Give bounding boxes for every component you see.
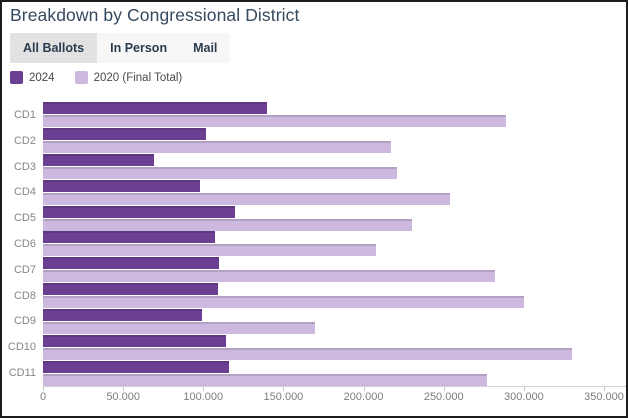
tab-all-ballots[interactable]: All Ballots — [10, 33, 98, 63]
bar-2024-cd5[interactable] — [43, 205, 236, 218]
bar-2020-final-total-cd7[interactable] — [43, 270, 495, 283]
category-label-cd4: CD4 — [13, 186, 36, 199]
legend-swatch-icon — [10, 71, 23, 84]
chart-row-cd3 — [43, 154, 604, 180]
legend-label: 2020 (Final Total) — [93, 71, 183, 84]
bar-2020-final-total-cd2[interactable] — [43, 141, 391, 154]
page-title: Breakdown by Congressional District — [10, 5, 300, 25]
bar-rows — [43, 102, 604, 386]
chart-row-cd7 — [43, 257, 604, 283]
category-label-cd10: CD10 — [7, 341, 36, 354]
x-axis-tick — [203, 387, 205, 391]
x-axis-tick-label: 150.000 — [263, 391, 304, 403]
chart-row-cd9 — [43, 308, 604, 335]
x-axis-tick-label: 0 — [39, 391, 47, 403]
x-axis-tick-label: 200.000 — [343, 391, 384, 403]
chart-row-cd2 — [43, 128, 604, 154]
legend-item-2020-final-total[interactable]: 2020 (Final Total) — [74, 71, 183, 84]
x-axis-tick-label: 250.000 — [423, 391, 464, 403]
category-label-cd7: CD7 — [13, 263, 36, 276]
x-axis-tick-label: 300.000 — [503, 391, 544, 403]
bar-2024-cd3[interactable] — [43, 154, 154, 167]
chart-row-cd1 — [43, 102, 604, 128]
category-axis: CD1 CD2 CD3 CD4 CD5 CD6 CD7 CD8 CD9 CD10 CD11 — [2, 102, 36, 386]
x-axis-tick — [443, 387, 445, 391]
bar-2020-final-total-cd3[interactable] — [43, 167, 398, 180]
legend-label: 2024 — [29, 71, 55, 84]
bar-2020-final-total-cd10[interactable] — [43, 347, 572, 360]
bar-2020-final-total-cd4[interactable] — [43, 192, 451, 205]
bar-2020-final-total-cd8[interactable] — [43, 296, 524, 309]
chart-row-cd5 — [43, 205, 604, 231]
bar-2024-cd8[interactable] — [43, 283, 218, 296]
bar-2020-final-total-cd1[interactable] — [43, 115, 507, 128]
bar-2024-cd1[interactable] — [43, 102, 268, 115]
bar-2024-cd4[interactable] — [43, 179, 201, 192]
x-axis-line — [43, 386, 626, 387]
category-label-cd11: CD11 — [8, 367, 36, 380]
category-label-cd8: CD8 — [13, 289, 36, 302]
tab-mail[interactable]: Mail — [193, 41, 218, 55]
bar-2024-cd11[interactable] — [43, 360, 229, 373]
x-axis-tick — [123, 387, 125, 391]
legend-item-2024[interactable]: 2024 — [10, 71, 55, 84]
bar-2020-final-total-cd6[interactable] — [43, 244, 377, 257]
ballot-type-tabs: All Ballots In Person Mail — [10, 33, 231, 63]
chart-legend: 2024 2020 (Final Total) — [10, 71, 182, 84]
x-axis-tick — [523, 387, 525, 391]
x-axis-tick — [363, 387, 365, 391]
x-axis-tick-label: 350.000 — [584, 391, 624, 403]
bar-2020-final-total-cd5[interactable] — [43, 218, 412, 231]
bar-2020-final-total-cd11[interactable] — [43, 373, 487, 386]
legend-swatch-icon — [74, 71, 88, 84]
bar-2024-cd7[interactable] — [43, 257, 220, 270]
category-label-cd6: CD6 — [13, 237, 36, 250]
bar-2024-cd2[interactable] — [43, 128, 207, 141]
category-label-cd5: CD5 — [13, 212, 36, 225]
bar-2024-cd6[interactable] — [43, 231, 215, 244]
bar-2024-cd10[interactable] — [43, 334, 226, 347]
category-label-cd3: CD3 — [13, 160, 36, 173]
bar-2020-final-total-cd9[interactable] — [43, 321, 316, 334]
category-label-cd1: CD1 — [13, 108, 36, 121]
tab-in-person[interactable]: In Person — [110, 41, 168, 55]
category-label-cd9: CD9 — [13, 315, 36, 328]
x-axis-tick-label: 100.000 — [183, 391, 224, 403]
chart-row-cd6 — [43, 231, 604, 257]
x-axis-tick-label: 50.000 — [106, 391, 140, 403]
bar-2024-cd9[interactable] — [43, 308, 202, 321]
chart-row-cd11 — [43, 360, 604, 386]
chart-row-cd8 — [43, 283, 604, 309]
x-axis-tick — [604, 387, 605, 391]
plot-area — [43, 102, 604, 386]
x-axis-tick — [43, 387, 44, 391]
x-axis-tick — [283, 387, 285, 391]
category-label-cd2: CD2 — [13, 134, 36, 147]
chart-row-cd10 — [43, 334, 604, 360]
chart-row-cd4 — [43, 179, 604, 205]
